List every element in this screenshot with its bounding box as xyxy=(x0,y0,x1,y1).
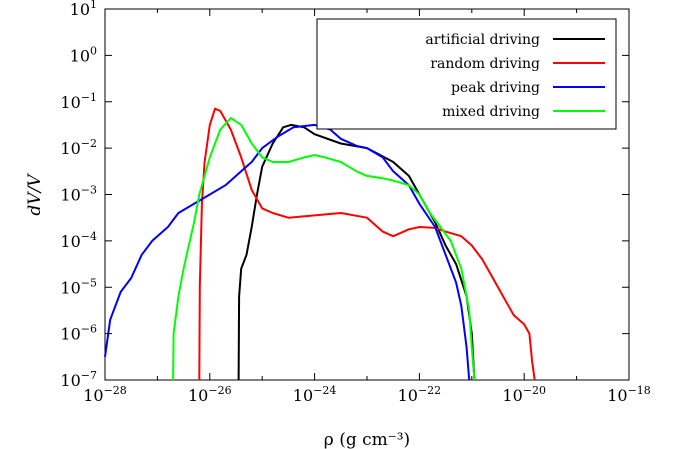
y-tick-label: 10−3 xyxy=(60,184,97,205)
legend-label: random driving xyxy=(430,56,540,72)
series-group xyxy=(104,107,536,381)
y-axis-label: dV/V xyxy=(25,173,45,216)
y-tick-label: 10−5 xyxy=(60,276,97,297)
legend-label: mixed driving xyxy=(442,104,540,120)
series-line-peak-driving xyxy=(104,123,471,381)
y-tick-label: 10−1 xyxy=(60,91,97,112)
tick-group xyxy=(104,8,630,381)
x-axis-label: ρ (g cm⁻³) xyxy=(324,430,410,449)
y-tick-label: 101 xyxy=(70,0,97,19)
legend-label: peak driving xyxy=(451,80,540,96)
legend-label: artificial driving xyxy=(425,32,540,48)
series-line-artificial-driving xyxy=(237,123,476,381)
tick-label-group: 10−28 10−26 10−24 10−22 10−20 10−18 101 100 10−1… xyxy=(60,0,650,405)
y-tick-label: 10−7 xyxy=(60,369,97,390)
legend: artificial driving random driving peak dri… xyxy=(316,18,617,130)
x-tick-label: 10−22 xyxy=(398,384,442,405)
x-tick-label: 10−18 xyxy=(607,384,651,405)
y-tick-label: 10−6 xyxy=(60,323,97,344)
series-line-random-driving xyxy=(198,107,536,381)
x-tick-label: 10−28 xyxy=(83,384,127,405)
y-tick-label: 10−4 xyxy=(60,230,97,251)
x-tick-label: 10−26 xyxy=(188,384,232,405)
x-tick-label: 10−24 xyxy=(293,384,337,405)
series-line-mixed-driving xyxy=(172,117,476,381)
y-tick-label: 100 xyxy=(70,44,97,65)
x-tick-label: 10−20 xyxy=(502,384,546,405)
y-tick-label: 10−2 xyxy=(60,137,97,158)
